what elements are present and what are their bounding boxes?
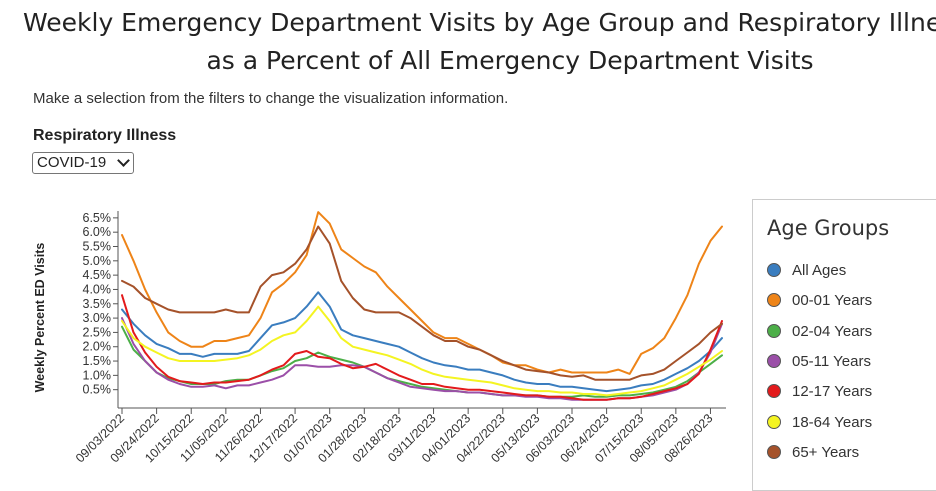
- y-axis-title: Weekly Percent ED Visits: [33, 243, 47, 393]
- legend-swatch: [767, 414, 781, 429]
- legend-item-label: 02-04 Years: [792, 322, 873, 340]
- y-tick-label: 3.0%: [83, 311, 112, 325]
- page-title-line2: as a Percent of All Emergency Department…: [206, 46, 814, 75]
- series-line-65-years[interactable]: [121, 225, 723, 381]
- legend-swatch: [767, 293, 781, 308]
- y-tick-label: 2.5%: [83, 325, 112, 339]
- legend-item-label: 05-11 Years: [792, 352, 871, 370]
- legend-swatch: [767, 353, 781, 368]
- legend-item-label: 12-17 Years: [792, 383, 873, 401]
- legend-item-label: 18-64 Years: [792, 413, 873, 431]
- line-chart: 0.5%1.0%1.5%2.0%2.5%3.0%3.5%4.0%4.5%5.0%…: [33, 211, 726, 465]
- y-tick-label: 6.0%: [83, 225, 112, 239]
- legend-swatch: [767, 263, 781, 277]
- series-line-00-01-years[interactable]: [121, 211, 723, 375]
- series-line-all-ages[interactable]: [121, 291, 723, 393]
- y-tick-label: 6.5%: [83, 211, 112, 225]
- chevron-down-icon: [117, 154, 130, 167]
- legend-swatch: [767, 384, 781, 399]
- legend-item-label: 00-01 Years: [792, 292, 873, 310]
- respiratory-illness-select-value: COVID-19: [37, 154, 107, 171]
- series-line-12-17-years[interactable]: [121, 294, 723, 401]
- y-tick-label: 1.0%: [83, 368, 112, 382]
- legend-item-label: All Ages: [792, 262, 847, 279]
- legend-swatch: [767, 323, 781, 338]
- respiratory-illness-filter-label: Respiratory Illness: [33, 127, 177, 144]
- legend-title: Age Groups: [767, 216, 890, 240]
- y-tick-label: 1.5%: [83, 354, 112, 368]
- legend: Age Groups All Ages 00-01 Years 02-04 Year…: [752, 199, 936, 491]
- page-title-line1: Weekly Emergency Department Visits by Ag…: [23, 8, 936, 37]
- legend-swatch: [767, 444, 781, 459]
- intro-text: Make a selection from the filters to cha…: [33, 90, 509, 107]
- y-tick-label: 2.0%: [83, 340, 112, 354]
- y-tick-label: 3.5%: [83, 297, 112, 311]
- y-tick-label: 5.5%: [83, 240, 112, 254]
- y-tick-label: 0.5%: [83, 383, 112, 397]
- respiratory-illness-select[interactable]: COVID-19: [32, 152, 134, 174]
- legend-item-label: 65+ Years: [792, 443, 860, 461]
- y-tick-label: 4.0%: [83, 282, 112, 296]
- series-line-18-64-years[interactable]: [121, 305, 723, 397]
- y-tick-label: 4.5%: [83, 268, 112, 282]
- y-tick-label: 5.0%: [83, 254, 112, 268]
